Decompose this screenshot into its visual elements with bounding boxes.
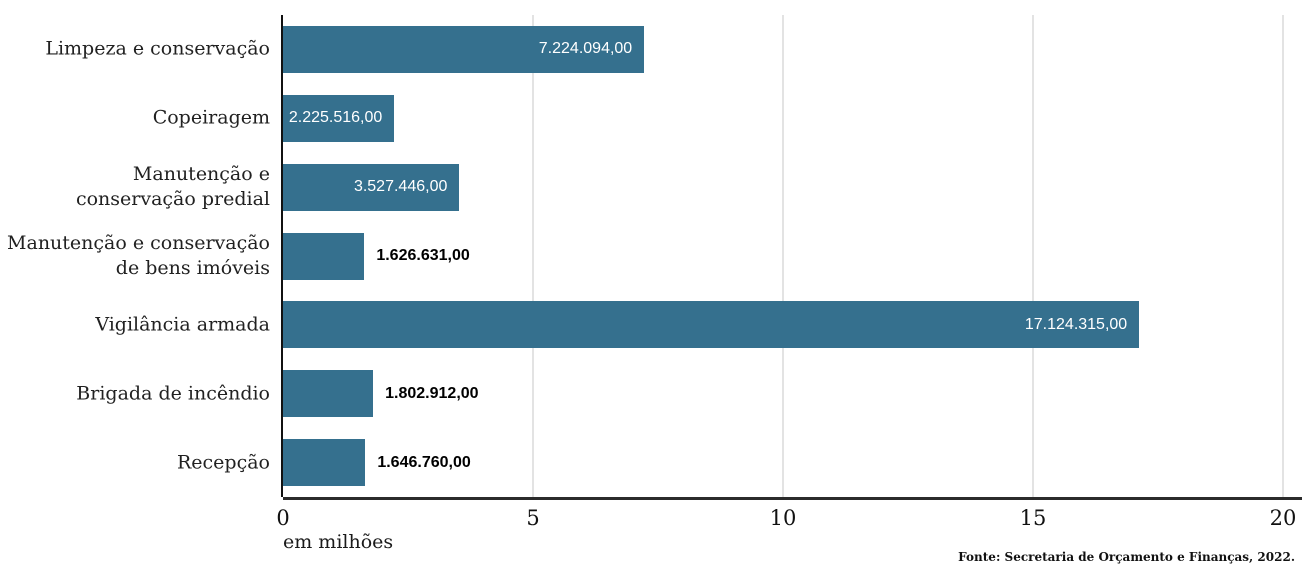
value-label: 3.527.446,00 [353, 178, 448, 196]
category-label: Limpeza e conservação [45, 37, 270, 60]
x-axis-line [283, 497, 1302, 500]
bar [283, 370, 374, 418]
axis-unit-label: em milhões [283, 531, 394, 553]
x-tick-label: 20 [1269, 506, 1297, 530]
value-label: 7.224.094,00 [538, 40, 633, 58]
category-label: Manutenção e conservação de bens imóveis [7, 232, 270, 279]
value-label: 2.225.516,00 [288, 109, 383, 127]
value-label: 1.802.912,00 [385, 384, 479, 402]
bar [283, 301, 1140, 349]
bar [283, 439, 366, 487]
source-note: Fonte: Secretaria de Orçamento e Finança… [958, 550, 1295, 564]
x-tick-label: 15 [1019, 506, 1047, 530]
category-label: Manutenção e conservação predial [75, 163, 270, 211]
gridline [782, 15, 784, 497]
gridline [532, 15, 534, 497]
category-label: Vigilância armada [95, 313, 270, 336]
x-tick-label: 0 [276, 506, 290, 530]
x-tick-label: 10 [769, 506, 797, 530]
category-label: Copeiragem [152, 106, 270, 129]
x-tick-label: 5 [526, 506, 540, 530]
value-label: 17.124.315,00 [1024, 315, 1128, 333]
category-label: Brigada de incêndio [76, 382, 270, 405]
category-label: Recepção [176, 451, 270, 474]
value-label: 1.626.631,00 [376, 247, 470, 264]
bar [283, 163, 460, 211]
y-axis-line [281, 15, 283, 497]
value-label: 1.646.760,00 [377, 453, 471, 471]
bar [283, 94, 395, 142]
bar [283, 25, 645, 73]
bar [283, 232, 365, 280]
gridline [1282, 15, 1284, 497]
gridline [1032, 15, 1034, 497]
